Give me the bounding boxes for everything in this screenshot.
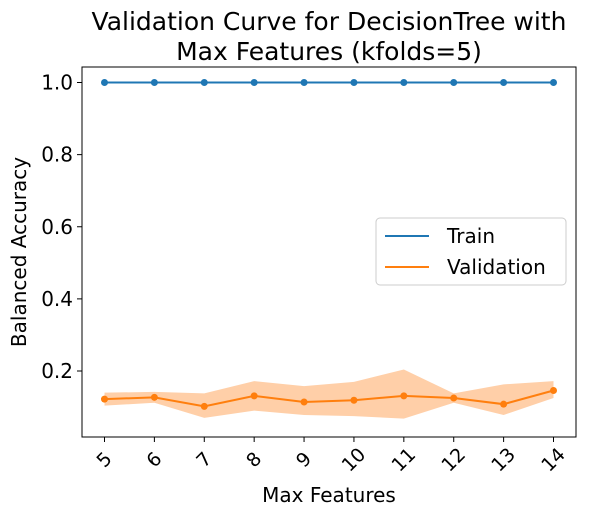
validation-point (350, 396, 358, 404)
legend: Train Validation (375, 217, 567, 286)
chart-title-line-2: Max Features (kfolds=5) (176, 37, 482, 66)
y-tick-label: 0.8 (41, 143, 73, 167)
train-point (300, 79, 308, 87)
x-axis-label: Max Features (262, 483, 396, 507)
plot-area (101, 79, 557, 419)
validation-point (450, 394, 458, 402)
validation-std-band (104, 369, 554, 419)
validation-point (250, 392, 258, 400)
axes-frame (81, 66, 577, 438)
validation-point (500, 400, 508, 408)
validation-point (400, 392, 408, 400)
x-tick-label: 6 (142, 448, 166, 472)
chart-title-line-1: Validation Curve for DecisionTree with (92, 7, 567, 36)
legend-train-label: Train (446, 224, 495, 248)
x-tick-label: 8 (242, 448, 266, 472)
y-tick-label: 1.0 (41, 71, 73, 95)
y-tick-label: 0.2 (41, 359, 73, 383)
x-tick-label: 10 (338, 444, 371, 477)
train-point (450, 79, 458, 87)
x-axis-ticks: 5 6 7 8 9 10 11 12 13 14 (92, 437, 570, 477)
validation-line (104, 389, 554, 408)
validation-point (200, 402, 208, 410)
x-tick-label: 9 (292, 448, 316, 472)
validation-point (150, 393, 158, 401)
x-tick-label: 13 (487, 444, 520, 477)
train-point (250, 79, 258, 87)
validation-point (101, 395, 108, 403)
y-axis-label: Balanced Accuracy (7, 157, 31, 347)
x-tick-label: 11 (388, 444, 421, 477)
legend-validation-label: Validation (447, 255, 546, 279)
y-tick-label: 0.6 (41, 215, 73, 239)
x-tick-label: 7 (192, 448, 216, 472)
y-tick-label: 0.4 (41, 287, 73, 311)
validation-point (300, 398, 308, 406)
train-point (550, 79, 557, 87)
x-tick-label: 5 (92, 448, 116, 472)
legend-box (375, 217, 567, 286)
x-tick-label: 14 (537, 444, 570, 477)
train-point (150, 79, 158, 87)
chart-title: Validation Curve for DecisionTree with M… (92, 7, 567, 66)
validation-point (550, 386, 557, 394)
train-point (200, 79, 208, 87)
x-tick-label: 12 (437, 444, 470, 477)
train-point (101, 79, 108, 87)
train-point (400, 79, 408, 87)
y-axis-ticks: 0.2 0.4 0.6 0.8 1.0 (41, 71, 82, 383)
train-point (500, 79, 508, 87)
train-point (350, 79, 358, 87)
